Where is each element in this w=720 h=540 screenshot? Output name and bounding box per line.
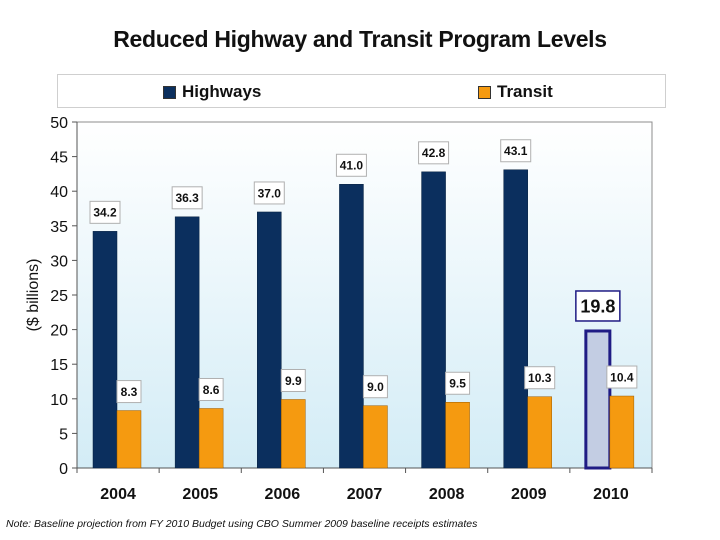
data-label: 9.0 [367, 380, 384, 394]
data-label: 36.3 [175, 191, 199, 205]
legend-label-highways: Highways [182, 82, 262, 101]
y-tick-label: 20 [50, 323, 68, 340]
chart-title: Reduced Highway and Transit Program Leve… [113, 26, 607, 52]
data-label-box [89, 200, 121, 224]
y-tick-label: 45 [50, 150, 68, 167]
data-label-box [280, 368, 306, 392]
data-label: 34.2 [93, 206, 117, 220]
data-label: 9.5 [449, 377, 466, 391]
x-tick-label: 2006 [265, 486, 301, 503]
data-label: 37.0 [258, 186, 282, 200]
data-label-box [198, 377, 224, 401]
bar-transit-2006 [281, 399, 306, 469]
data-label-box [171, 186, 203, 210]
legend-label-transit: Transit [497, 82, 553, 101]
bar-transit-2008 [445, 402, 470, 469]
x-tick-label: 2007 [347, 486, 383, 503]
x-tick-label: 2004 [100, 486, 136, 503]
data-label-box [500, 139, 532, 163]
y-tick-label: 30 [50, 253, 68, 270]
x-tick-label: 2005 [182, 486, 218, 503]
data-label-box [335, 153, 367, 177]
y-tick-label: 25 [50, 288, 68, 305]
y-tick-label: 5 [59, 426, 68, 443]
x-axis: 2004 2005 2006 2007 2008 2009 2010 [76, 467, 653, 503]
data-label-box [253, 181, 285, 205]
x-tick-label: 2009 [511, 486, 547, 503]
data-label-box [524, 366, 556, 390]
y-axis-title: ($ billions) [25, 259, 42, 332]
bar-highways-2007 [339, 184, 364, 469]
data-label: 19.8 [580, 296, 615, 316]
bar-transit-2010 [609, 395, 635, 469]
data-labels: 34.2 8.3 36.3 8.6 37.0 9.9 41.0 9.0 42.8 9.5 43.1 1… [89, 139, 638, 404]
x-tick-label: 2008 [429, 486, 465, 503]
bar-transit-2004 [116, 410, 142, 469]
legend-swatch-transit [478, 85, 491, 99]
y-axis: 0 5 10 15 20 25 30 35 40 45 50 [50, 115, 78, 478]
bar-highways-2008 [421, 171, 446, 469]
y-tick-label: 10 [50, 392, 68, 409]
y-tick-label: 0 [59, 461, 68, 478]
y-tick-label: 40 [50, 184, 68, 201]
data-label-box [418, 141, 450, 165]
bar-highways-2010 [584, 329, 612, 470]
data-label: 42.8 [422, 146, 446, 160]
bars [92, 169, 635, 470]
footnote: Note: Baseline projection from FY 2010 B… [6, 518, 478, 530]
y-tick-label: 15 [50, 357, 68, 374]
y-tick-label: 35 [50, 219, 68, 236]
bar-transit-2007 [363, 405, 388, 469]
data-label: 8.6 [203, 383, 220, 397]
bar-highways-2009 [503, 169, 528, 469]
bar-transit-2005 [198, 408, 224, 469]
bar-transit-2009 [527, 396, 552, 469]
data-label-box [606, 365, 638, 389]
data-label: 10.4 [610, 370, 634, 384]
data-label: 8.3 [121, 385, 138, 399]
bar-highways-2004 [92, 231, 118, 469]
legend-item-highways: Highways [163, 82, 261, 102]
bar-highways-2006 [257, 211, 282, 469]
y-tick-label: 50 [50, 115, 68, 132]
data-label: 43.1 [504, 144, 528, 158]
bar-highways-2005 [174, 216, 200, 469]
legend-swatch-highways [163, 85, 176, 99]
legend: Highways Transit [57, 74, 666, 108]
data-label: 9.9 [285, 374, 302, 388]
data-label: 41.0 [340, 159, 364, 173]
data-label: 10.3 [528, 371, 552, 385]
data-label-box [575, 290, 621, 322]
legend-item-transit: Transit [478, 82, 553, 102]
x-tick-label: 2010 [593, 486, 629, 503]
data-label-box [116, 380, 142, 404]
data-label-box [445, 371, 471, 395]
data-label-box [362, 375, 388, 399]
